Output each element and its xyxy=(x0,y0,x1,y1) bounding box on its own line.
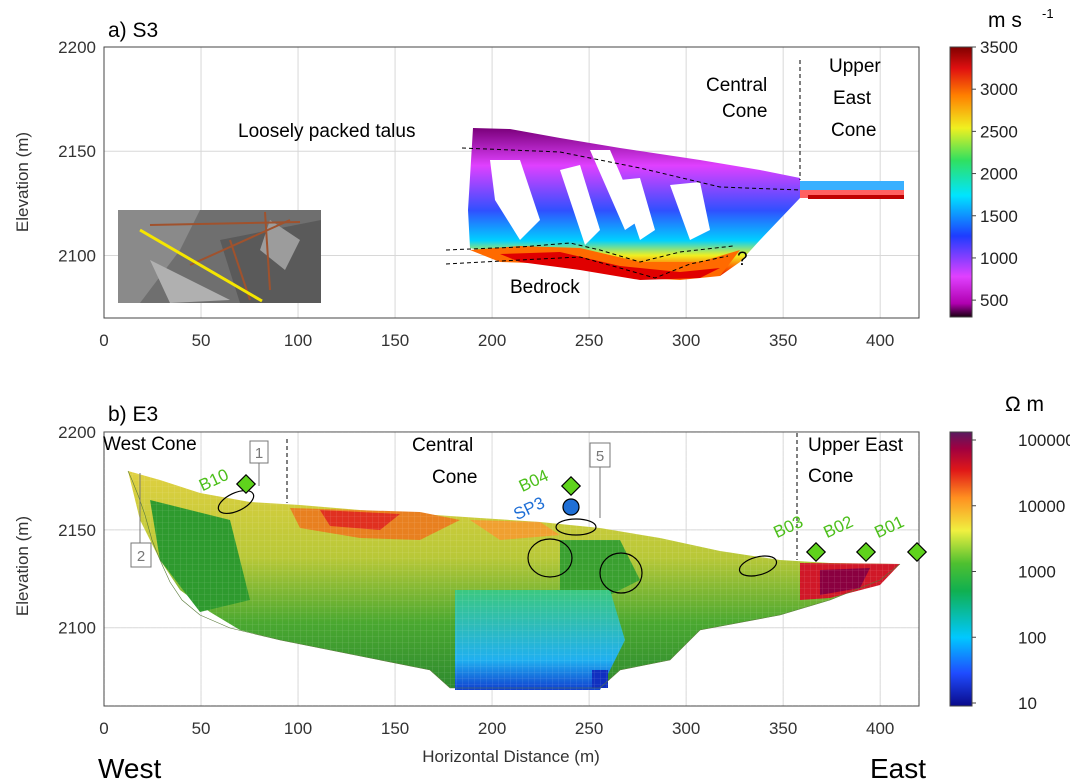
talus-boundary-line xyxy=(461,147,801,191)
velocity-cb-tick-500: 500 xyxy=(980,291,1008,310)
velocity-colorbar-ticks: 500 1000 1500 2000 2500 3000 3500 xyxy=(972,38,1018,310)
panel-a-xtick-250: 250 xyxy=(575,331,603,350)
east-label: East xyxy=(870,753,926,781)
panel-a-xtick-200: 200 xyxy=(478,331,506,350)
velocity-unit-exponent: -1 xyxy=(1042,6,1054,21)
resistivity-model xyxy=(104,432,919,706)
velocity-model xyxy=(468,128,904,280)
bedrock-upper-line xyxy=(445,242,734,263)
inset-photo xyxy=(118,210,321,303)
central-cone-label-line2: Cone xyxy=(722,101,767,122)
panel-a-xtick-100: 100 xyxy=(284,331,312,350)
central-cone-label-line2: Cone xyxy=(432,467,477,488)
panel-a-title: a) S3 xyxy=(108,19,158,42)
velocity-cb-tick-2500: 2500 xyxy=(980,122,1018,141)
panel-b-xtick-300: 300 xyxy=(672,719,700,738)
bedrock-label: Bedrock xyxy=(510,277,580,298)
panel-b-xtick-50: 50 xyxy=(192,719,211,738)
resistivity-unit: Ω m xyxy=(1005,393,1044,416)
central-cone-label-line1: Central xyxy=(706,75,767,96)
box-1: 1 xyxy=(249,440,269,486)
box-5: 5 xyxy=(589,442,611,518)
borehole-b03-marker xyxy=(805,541,827,563)
resistivity-cb-tick-100000: 100000 xyxy=(1018,431,1070,450)
upper-east-cone-label-line1: Upper East xyxy=(808,435,904,456)
upper-east-cone-label-line2: Cone xyxy=(808,466,853,487)
panel-a-xtick-0: 0 xyxy=(99,331,108,350)
panel-a-xtick-400: 400 xyxy=(866,331,894,350)
question-mark-label: ? xyxy=(737,249,748,270)
svg-text:1: 1 xyxy=(255,445,263,462)
panel-a-ticks: 0 50 100 150 200 250 300 350 400 2100 2150 2200 xyxy=(58,38,894,350)
velocity-cb-tick-1000: 1000 xyxy=(980,249,1018,268)
panel-b-ticks: 0 50 100 150 200 250 300 350 400 2100 2150 2200 xyxy=(58,423,894,738)
panel-b-title: b) E3 xyxy=(108,403,158,426)
talus-label: Loosely packed talus xyxy=(238,121,415,142)
borehole-b01-marker xyxy=(906,541,928,563)
panel-a-ylabel: Elevation (m) xyxy=(13,132,32,232)
borehole-b02-marker xyxy=(855,541,877,563)
resistivity-cb-tick-100: 100 xyxy=(1018,628,1046,647)
panel-b-ytick-2150: 2150 xyxy=(58,521,96,540)
velocity-colorbar xyxy=(949,46,973,318)
panel-b-xtick-150: 150 xyxy=(381,719,409,738)
panel-a-ytick-2200: 2200 xyxy=(58,38,96,57)
upper-east-label-line1: Upper xyxy=(829,56,881,77)
velocity-cb-tick-3500: 3500 xyxy=(980,38,1018,57)
velocity-cb-tick-2000: 2000 xyxy=(980,165,1018,184)
panel-b-xtick-400: 400 xyxy=(866,719,894,738)
resistivity-cb-tick-10: 10 xyxy=(1018,694,1037,713)
box-2: 2 xyxy=(130,473,152,568)
panel-b-xlabel: Horizontal Distance (m) xyxy=(422,747,600,766)
svg-text:5: 5 xyxy=(596,448,604,465)
panel-a-xtick-350: 350 xyxy=(769,331,797,350)
panel-b-ytick-2100: 2100 xyxy=(58,619,96,638)
panel-b: b) E3 0 50 100 150 200 250 300 350 4002100215022… xyxy=(13,393,1070,781)
sp3-marker xyxy=(562,498,580,516)
svg-text:2: 2 xyxy=(137,548,145,565)
panel-a-ytick-2150: 2150 xyxy=(58,142,96,161)
resistivity-colorbar xyxy=(949,431,973,707)
panel-a-ytick-2100: 2100 xyxy=(58,246,96,265)
panel-b-xtick-350: 350 xyxy=(769,719,797,738)
panel-a-xtick-150: 150 xyxy=(381,331,409,350)
panel-b-xtick-0: 0 xyxy=(99,719,108,738)
panel-a-xtick-50: 50 xyxy=(192,331,211,350)
resistivity-cb-tick-10000: 10000 xyxy=(1018,497,1065,516)
borehole-b04-marker xyxy=(560,475,582,497)
velocity-unit-base: m s xyxy=(988,9,1022,32)
west-label: West xyxy=(98,753,161,781)
velocity-cb-tick-1500: 1500 xyxy=(980,207,1018,226)
panel-b-ytick-2200: 2200 xyxy=(58,423,96,442)
panel-b-xtick-250: 250 xyxy=(575,719,603,738)
bedrock-lower-line xyxy=(445,255,729,279)
inset-survey-line xyxy=(139,228,263,303)
resistivity-colorbar-ticks: 10 100 1000 10000 100000 xyxy=(972,431,1070,713)
central-cone-label-line1: Central xyxy=(412,435,473,456)
panel-b-ylabel: Elevation (m) xyxy=(13,516,32,616)
panel-a-frame xyxy=(103,46,920,319)
upper-east-label-line2: East xyxy=(833,88,872,109)
section-edge xyxy=(127,470,901,689)
west-cone-label: West Cone xyxy=(103,434,197,455)
borehole-b10-marker xyxy=(235,473,257,495)
panel-a: a) S3 0 50 100 150 200 250 300 350 400 2100 2150 22… xyxy=(13,6,1054,350)
upper-east-label-line3: Cone xyxy=(831,120,876,141)
panel-a-xtick-300: 300 xyxy=(672,331,700,350)
resistivity-cb-tick-1000: 1000 xyxy=(1018,563,1056,582)
panel-b-xtick-200: 200 xyxy=(478,719,506,738)
anomaly-ellipses xyxy=(217,489,778,594)
panel-b-xtick-100: 100 xyxy=(284,719,312,738)
velocity-cb-tick-3000: 3000 xyxy=(980,80,1018,99)
